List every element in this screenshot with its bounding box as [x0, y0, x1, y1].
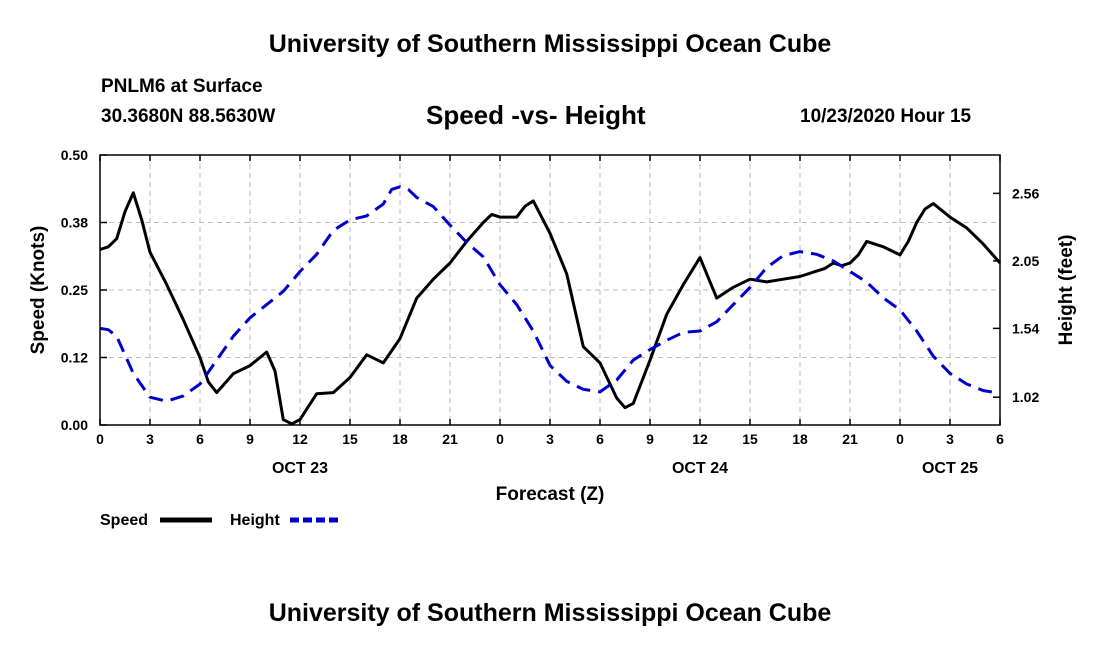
y-tick-label-right: 1.02 — [1012, 389, 1039, 405]
x-tick-label: 9 — [246, 431, 254, 447]
y-axis-right-label: Height (feet) — [1056, 235, 1077, 346]
series-layer — [99, 185, 1002, 426]
y-tick-label-left: 0.00 — [61, 417, 88, 433]
y-tick-label-left: 0.38 — [61, 215, 88, 231]
axes-layer: 0 3 6 9 12 15 18 21 0 3 6 9 12 15 18 21 0 3 6 0.00 0.12 0.25 0… — [61, 147, 1040, 477]
x-tick-label: 15 — [342, 431, 358, 447]
y-tick-label-right: 2.56 — [1012, 185, 1039, 201]
date-label: OCT 23 — [272, 460, 328, 477]
x-tick-label: 3 — [946, 431, 954, 447]
coordinates-label: 30.3680N 88.5630W — [101, 106, 276, 127]
x-tick-label: 3 — [146, 431, 154, 447]
x-tick-label: 12 — [692, 431, 708, 447]
y-tick-label-left: 0.50 — [61, 147, 88, 163]
forecast-datetime: 10/23/2020 Hour 15 — [800, 106, 972, 127]
legend-label-speed: Speed — [100, 512, 148, 529]
y-tick-label-left: 0.25 — [61, 282, 88, 298]
x-tick-label: 21 — [442, 431, 458, 447]
station-label: PNLM6 at Surface — [101, 76, 263, 97]
x-tick-label: 18 — [392, 431, 408, 447]
plot-frame — [99, 154, 1001, 426]
x-axis-label: Forecast (Z) — [496, 484, 605, 505]
series-line-speed — [99, 191, 1002, 426]
x-tick-label: 6 — [196, 431, 204, 447]
x-tick-label: 3 — [546, 431, 554, 447]
date-label: OCT 25 — [922, 460, 978, 477]
x-tick-label: 6 — [996, 431, 1004, 447]
series-line-height — [99, 185, 1001, 403]
x-tick-label: 12 — [292, 431, 308, 447]
y-tick-label-right: 2.05 — [1012, 253, 1039, 269]
x-tick-label: 9 — [646, 431, 654, 447]
x-tick-label: 0 — [96, 431, 104, 447]
x-tick-label: 18 — [792, 431, 808, 447]
grid-layer — [100, 155, 1000, 425]
x-tick-label: 6 — [596, 431, 604, 447]
x-tick-label: 15 — [742, 431, 758, 447]
legend: Speed Height — [100, 512, 342, 529]
x-tick-label: 0 — [896, 431, 904, 447]
footer-title: University of Southern Mississippi Ocean… — [268, 599, 832, 627]
chart-subtitle: Speed -vs- Height — [426, 100, 646, 130]
date-label: OCT 24 — [672, 460, 728, 477]
y-tick-label-right: 1.54 — [1012, 320, 1039, 336]
y-axis-left-label: Speed (Knots) — [28, 226, 49, 355]
chart-main-title: University of Southern Mississippi Ocean… — [268, 30, 832, 58]
legend-label-height: Height — [230, 512, 280, 529]
x-tick-label: 0 — [496, 431, 504, 447]
x-tick-label: 21 — [842, 431, 858, 447]
y-tick-label-left: 0.12 — [61, 350, 88, 366]
